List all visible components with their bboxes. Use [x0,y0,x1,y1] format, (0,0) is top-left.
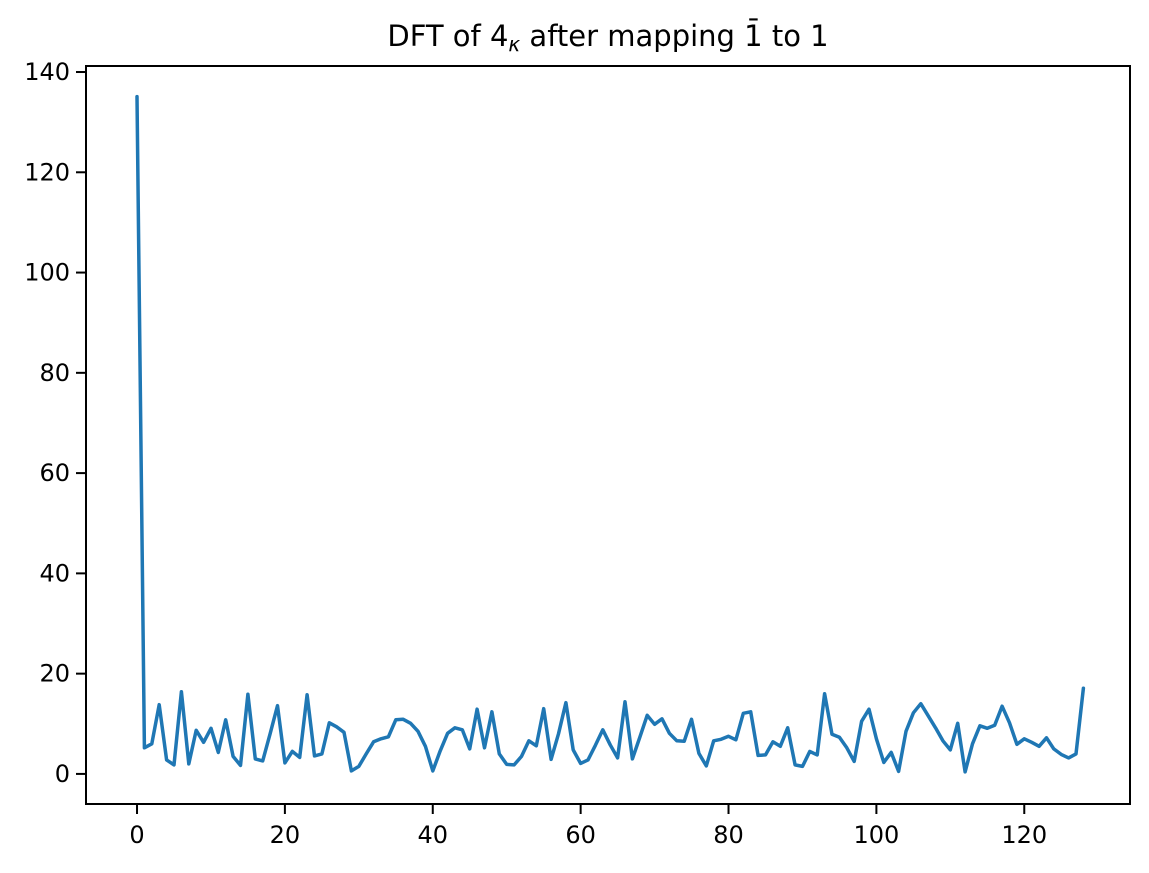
y-tick-label: 120 [24,158,70,186]
title-kappa-subscript: κ [508,32,520,56]
x-tick-label: 120 [1001,821,1047,849]
title-text-rest: after mapping 1̄ to 1 [520,19,828,53]
x-tick-label: 100 [853,821,899,849]
dft-magnitude-line [135,94,1086,774]
x-tick-label: 20 [270,821,301,849]
title-text-main: DFT of 4 [387,19,508,53]
y-tick-label: 100 [24,259,70,287]
x-tick-label: 80 [713,821,744,849]
y-tick-label: 0 [55,760,70,788]
x-tick-label: 60 [565,821,596,849]
y-tick-label: 20 [39,660,70,688]
y-tick-label: 140 [24,58,70,86]
y-tick-label: 60 [39,459,70,487]
chart-title: DFT of 4κ after mapping 1̄ to 1 [387,19,828,56]
x-tick-label: 0 [129,821,144,849]
y-tick-label: 40 [39,559,70,587]
x-tick-label: 40 [417,821,448,849]
axes-frame [85,65,1131,805]
y-tick-label: 80 [39,359,70,387]
